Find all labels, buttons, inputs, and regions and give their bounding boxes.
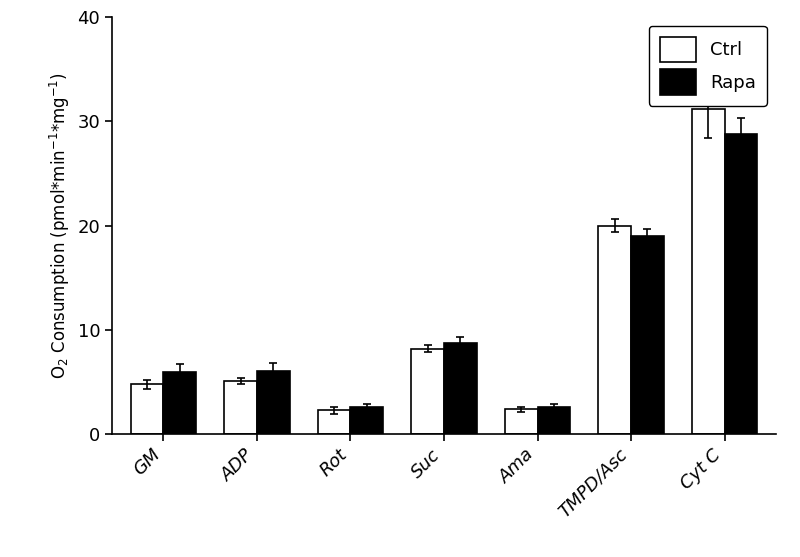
Legend: Ctrl, Rapa: Ctrl, Rapa: [649, 26, 767, 106]
Bar: [598, 226, 631, 434]
Bar: [631, 236, 664, 434]
Bar: [163, 372, 196, 434]
Bar: [257, 371, 290, 434]
Bar: [224, 381, 257, 434]
Bar: [444, 343, 477, 434]
Bar: [318, 411, 350, 434]
Bar: [692, 109, 725, 434]
Bar: [411, 349, 444, 434]
Bar: [350, 407, 383, 434]
Bar: [538, 407, 570, 434]
Y-axis label: O$_2$ Consumption (pmol*min$^{-1}$*mg$^{-1}$): O$_2$ Consumption (pmol*min$^{-1}$*mg$^{…: [48, 72, 72, 379]
Bar: [505, 409, 538, 434]
Bar: [725, 134, 758, 434]
Bar: [130, 384, 163, 434]
